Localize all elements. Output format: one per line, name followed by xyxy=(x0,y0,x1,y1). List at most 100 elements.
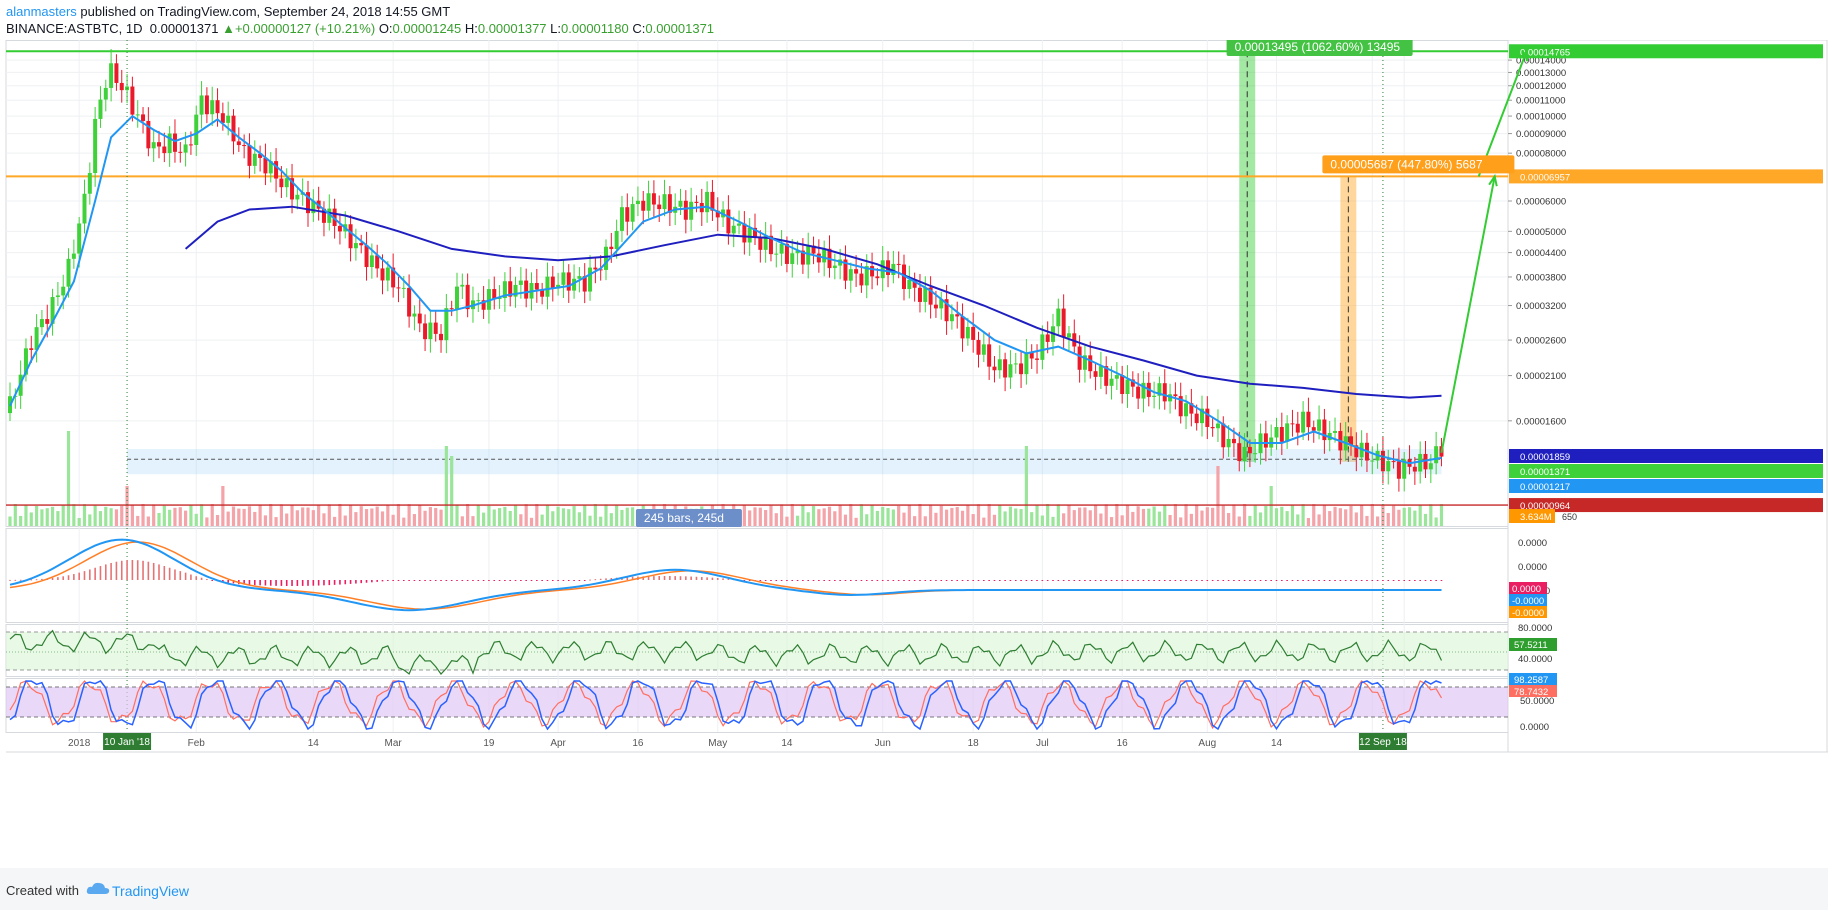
macd-histogram xyxy=(9,560,1443,586)
volume-count-label: 650 xyxy=(1562,512,1577,522)
candle-body xyxy=(407,287,412,317)
candle-body xyxy=(1279,427,1284,442)
y-tick-label: 0.00013000 xyxy=(1516,68,1566,79)
macd-histogram-bar xyxy=(1089,580,1092,581)
candle-body xyxy=(135,114,140,116)
candle-body xyxy=(226,115,231,123)
volume-bar xyxy=(370,508,374,526)
volume-bar xyxy=(1407,507,1412,526)
stoch-tag-label: 98.2587 xyxy=(1514,675,1548,686)
macd-histogram-bar xyxy=(1195,580,1198,581)
macd-histogram-bar xyxy=(41,578,43,580)
volume-bar xyxy=(971,514,975,526)
macd-histogram-bar xyxy=(222,580,224,583)
candle-body xyxy=(486,289,491,310)
volume-bar xyxy=(1163,504,1167,526)
volume-bar xyxy=(1205,507,1209,526)
tradingview-brand[interactable]: TradingView xyxy=(112,883,190,899)
macd-histogram-bar xyxy=(807,580,810,581)
volume-bar xyxy=(1306,517,1311,526)
macd-histogram-bar xyxy=(669,576,671,580)
candle-body xyxy=(332,208,337,226)
candle-body xyxy=(806,245,811,265)
chart-canvas[interactable]: 2018Feb14Mar19Apr16May14Jun18Jul16Aug14S… xyxy=(0,40,1828,868)
candle-body xyxy=(1311,427,1316,431)
candle-body xyxy=(1035,358,1040,360)
candle-body xyxy=(481,300,486,310)
macd-histogram-bar xyxy=(51,577,54,580)
volume-bar xyxy=(960,510,965,526)
volume-bar xyxy=(785,516,789,526)
volume-bar xyxy=(1434,517,1438,526)
candle-body xyxy=(1056,308,1061,327)
macd-y-tick: 0.0000 xyxy=(1518,538,1547,549)
candle-body xyxy=(689,201,694,220)
candle-body xyxy=(774,253,779,255)
macd-histogram-bar xyxy=(1121,580,1123,581)
volume-bar xyxy=(1354,512,1358,526)
volume-bar xyxy=(774,513,778,526)
volume-bar xyxy=(1290,505,1295,526)
volume-bar xyxy=(242,508,246,526)
candle-body xyxy=(1322,419,1327,441)
volume-bar xyxy=(604,504,608,526)
macd-histogram-bar xyxy=(945,580,948,581)
candle-body xyxy=(1029,352,1034,359)
candle-body xyxy=(1013,363,1018,365)
macd-histogram-bar xyxy=(610,578,613,580)
volume-bar xyxy=(375,506,379,526)
macd-histogram-bar xyxy=(1073,580,1076,581)
volume-bar xyxy=(1280,506,1284,526)
volume-bar xyxy=(609,513,613,526)
volume-bar xyxy=(82,504,87,526)
macd-histogram-bar xyxy=(892,580,895,581)
macd-histogram-bar xyxy=(722,578,724,580)
volume-bar xyxy=(955,507,959,526)
candle-body xyxy=(130,86,135,115)
macd-histogram-bar xyxy=(695,576,698,580)
volume-bar xyxy=(1370,504,1374,526)
macd-histogram-bar xyxy=(387,580,389,581)
macd-histogram-bar xyxy=(94,567,96,580)
macd-histogram-bar xyxy=(674,576,676,580)
volume-bar xyxy=(742,505,746,526)
volume-bar xyxy=(1152,506,1156,526)
macd-histogram-bar xyxy=(152,562,155,580)
volume-bar xyxy=(1195,505,1199,526)
candle-body xyxy=(45,319,50,324)
volume-bar xyxy=(311,510,315,526)
macd-histogram-bar xyxy=(371,580,373,583)
candle-body xyxy=(742,223,747,243)
macd-histogram-bar xyxy=(1371,580,1374,581)
candle-body xyxy=(768,235,773,255)
volume-bar xyxy=(1062,513,1066,526)
macd-histogram-bar xyxy=(993,580,996,581)
rsi-line xyxy=(9,629,1443,675)
volume-bar xyxy=(535,504,539,526)
candle-body xyxy=(1412,466,1417,472)
candle-body xyxy=(540,289,545,297)
macd-histogram-bar xyxy=(520,580,522,581)
price-panel xyxy=(5,40,1509,527)
macd-histogram-bar xyxy=(83,571,86,580)
candle-body xyxy=(188,144,193,146)
volume-bar xyxy=(29,512,33,526)
candle-body xyxy=(737,223,742,226)
macd-histogram-bar xyxy=(711,577,714,580)
macd-histogram-bar xyxy=(301,580,304,586)
candle-body xyxy=(944,299,949,322)
candle-body xyxy=(715,210,720,218)
macd-histogram-bar xyxy=(929,580,932,581)
macd-histogram-bar xyxy=(360,580,363,584)
macd-histogram-bar xyxy=(78,572,80,580)
candle-body xyxy=(811,245,816,254)
bars-range-band xyxy=(127,449,1442,475)
y-tick-label: 0.00011000 xyxy=(1516,96,1566,107)
macd-histogram-bar xyxy=(1243,580,1246,581)
volume-bar xyxy=(508,510,512,526)
candle-body xyxy=(146,120,151,149)
volume-bar xyxy=(524,504,528,526)
macd-histogram-bar xyxy=(998,580,1001,581)
author-link[interactable]: alanmasters xyxy=(6,4,77,19)
macd-histogram-bar xyxy=(1249,580,1251,581)
